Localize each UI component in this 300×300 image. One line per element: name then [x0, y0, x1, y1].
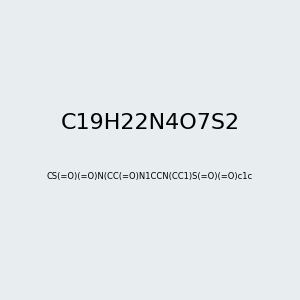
Text: C19H22N4O7S2: C19H22N4O7S2	[60, 113, 240, 133]
Text: CS(=O)(=O)N(CC(=O)N1CCN(CC1)S(=O)(=O)c1c: CS(=O)(=O)N(CC(=O)N1CCN(CC1)S(=O)(=O)c1c	[47, 172, 253, 182]
